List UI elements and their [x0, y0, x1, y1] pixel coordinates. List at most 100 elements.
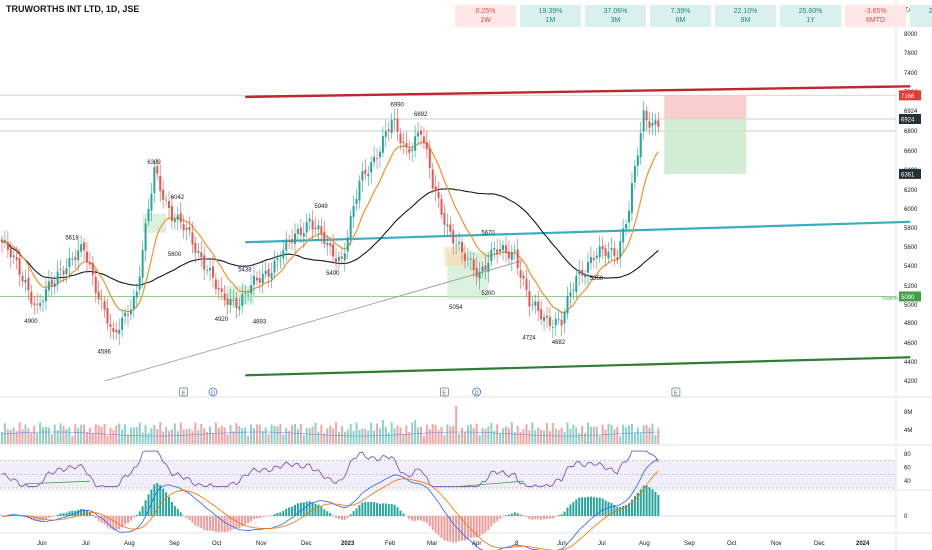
macd-histogram-bar [326, 511, 329, 516]
candle-body [326, 243, 329, 246]
volume-bar [30, 432, 33, 444]
candle-body [36, 303, 39, 305]
candle-body [557, 318, 560, 320]
macd-histogram-bar [332, 515, 335, 517]
macd-histogram-bar [121, 516, 124, 528]
candle-body [132, 296, 135, 310]
candle-body [367, 173, 370, 177]
candle-body [138, 276, 141, 290]
volume-bar [165, 426, 168, 444]
volume-bar [124, 424, 127, 444]
price-label: 6399 [147, 160, 161, 166]
price-label: 5054 [449, 305, 463, 311]
macd-histogram-bar [396, 507, 399, 516]
volume-bar [170, 429, 173, 444]
candle-body [358, 180, 361, 201]
macd-histogram-bar [619, 506, 622, 516]
macd-histogram-bar [124, 516, 127, 525]
candle-body [431, 169, 434, 189]
candle-body [540, 309, 543, 320]
volume-bar [326, 428, 329, 444]
volume-bar [209, 426, 212, 444]
volume-bar [598, 435, 601, 444]
volume-bar [317, 431, 320, 444]
volume-bar [516, 425, 519, 444]
volume-bar [367, 430, 370, 444]
candle-body [513, 250, 516, 252]
x-tick-label: 2024 [856, 541, 870, 547]
volume-bar [340, 426, 343, 444]
macd-histogram-bar [513, 512, 516, 516]
macd-histogram-bar [361, 502, 364, 516]
volume-bar [352, 430, 355, 444]
volume-bar [100, 426, 103, 444]
macd-histogram-bar [83, 509, 86, 516]
candle-body [80, 244, 83, 252]
candle-body [461, 241, 464, 252]
candle-body [340, 256, 343, 259]
candle-body [147, 209, 150, 222]
candle-body [545, 315, 548, 318]
volume-bar [648, 427, 651, 444]
macd-histogram-bar [47, 516, 50, 518]
macd-histogram-bar [270, 515, 273, 517]
volume-bar [584, 432, 587, 444]
candle-body [522, 275, 525, 279]
y-tick-label: 6924 [904, 109, 918, 115]
volume-bar [519, 431, 522, 444]
candle-body [528, 291, 531, 307]
macd-histogram-bar [62, 513, 65, 516]
volume-bar [232, 431, 235, 444]
candle-body [203, 255, 206, 270]
candle-body [425, 141, 428, 150]
macd-histogram-bar [601, 498, 604, 516]
orange-zone [444, 247, 465, 266]
volume-bar [364, 429, 367, 444]
x-tick-label: Sep [169, 541, 180, 547]
macd-histogram-bar [258, 516, 261, 519]
macd-histogram-bar [65, 512, 68, 516]
candle-body [214, 279, 217, 289]
candle-body [376, 158, 379, 160]
candle-body [252, 275, 255, 285]
macd-histogram-bar [507, 514, 510, 516]
volume-bar [446, 424, 449, 444]
volume-bar [220, 425, 223, 444]
macd-histogram-bar [622, 505, 625, 516]
volume-bar [50, 434, 53, 444]
macd-histogram-bar [604, 500, 607, 516]
volume-bar [472, 428, 475, 444]
macd-histogram-bar [53, 516, 56, 517]
macd-histogram-bar [50, 516, 53, 518]
volume-bar [378, 428, 381, 444]
candle-body [507, 251, 510, 259]
volume-bar [373, 430, 376, 444]
volume-bar [42, 427, 45, 444]
y-tick-label: 7400 [904, 71, 918, 77]
volume-bar [159, 422, 162, 444]
macd-histogram-bar [153, 484, 156, 516]
candle-body [496, 249, 499, 254]
candle-body [273, 260, 276, 273]
volume-bar [507, 428, 510, 444]
volume-bar [358, 429, 361, 444]
macd-histogram-bar [458, 516, 461, 542]
volume-bar [323, 433, 326, 444]
macd-histogram-bar [176, 509, 179, 516]
macd-histogram-bar [165, 492, 168, 516]
macd-histogram-bar [367, 502, 370, 516]
volume-bar [622, 424, 625, 444]
macd-histogram-bar [203, 516, 206, 530]
candle-body [519, 270, 522, 278]
candle-body [103, 301, 106, 310]
volume-bar [484, 428, 487, 444]
candle-body [437, 191, 440, 198]
candle-body [352, 205, 355, 217]
event-marker [179, 387, 189, 397]
macd-histogram-bar [569, 504, 572, 516]
macd-histogram-bar [376, 503, 379, 516]
volume-bar [9, 429, 12, 444]
volume-bar [247, 435, 250, 444]
macd-histogram-bar [484, 516, 487, 533]
